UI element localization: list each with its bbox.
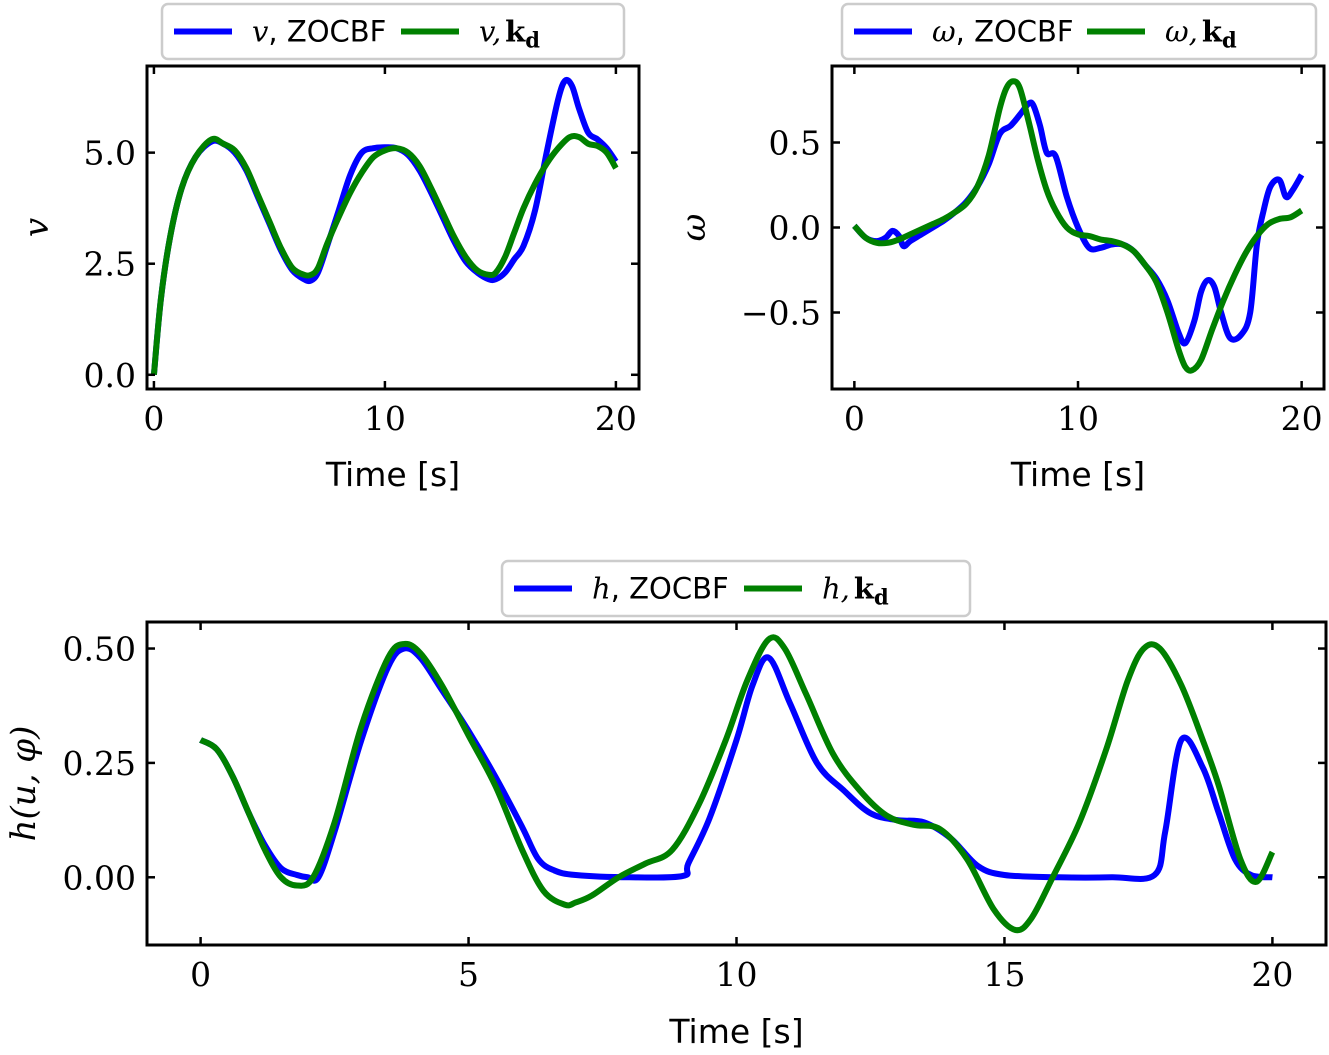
y-axis-label: v	[17, 218, 57, 237]
legend-entry-label: h, kd	[822, 572, 889, 610]
y-tick-label: 0.00	[63, 858, 136, 897]
x-tick-label: 0	[143, 399, 164, 438]
x-tick-label: 10	[1057, 399, 1099, 438]
legend-variable: v,	[479, 15, 501, 49]
y-axis-label: ω	[674, 214, 714, 242]
y-tick-label: 5.0	[84, 134, 136, 173]
legend-variable: h	[592, 572, 611, 606]
x-tick-label: 20	[595, 399, 637, 438]
legend-suffix-subscript: d	[1222, 28, 1237, 53]
legend-suffix: , ZOCBF	[268, 15, 386, 49]
x-tick-label: 10	[364, 399, 406, 438]
series-line-kd	[852, 78, 1304, 374]
x-tick-label: 15	[983, 955, 1025, 994]
series-line-zocbf	[150, 76, 619, 376]
x-axis-label: Time [s]	[325, 455, 460, 494]
x-tick-label: 10	[716, 955, 758, 994]
y-tick-label: 0.5	[769, 124, 821, 163]
x-tick-label: 0	[190, 955, 211, 994]
legend-box	[160, 2, 626, 61]
plot-frame	[145, 620, 1328, 947]
x-tick-label: 5	[458, 955, 479, 994]
legend-entry-label: ω, ZOCBF	[932, 15, 1074, 49]
legend-suffix-k: k	[854, 572, 875, 606]
legend: ω, ZOCBF ω, kd	[840, 2, 1318, 61]
y-tick-label: 2.5	[84, 245, 136, 284]
legend-suffix-subscript: d	[525, 28, 540, 53]
legend-variable: ω,	[1165, 15, 1198, 49]
legend-variable: ω	[932, 15, 956, 49]
legend-box	[840, 2, 1318, 61]
legend-variable: v	[252, 15, 269, 49]
series-line-zocbf	[852, 99, 1305, 347]
series-line-zocbf	[199, 645, 1273, 884]
x-tick-label: 20	[1251, 955, 1293, 994]
legend-entry-label: ω, kd	[1165, 15, 1237, 53]
legend-suffix-subscript: d	[874, 585, 889, 610]
y-tick-label: 0.50	[63, 630, 136, 669]
x-axis-label: Time [s]	[668, 1012, 803, 1051]
legend-suffix: , ZOCBF	[611, 572, 729, 606]
legend: h, ZOCBF h, kd	[500, 559, 972, 618]
legend-entry-label: v, ZOCBF	[252, 15, 386, 49]
series-line-kd	[150, 132, 619, 376]
x-axis-label: Time [s]	[1010, 455, 1145, 494]
legend: v, ZOCBF v, kd	[160, 2, 626, 61]
y-tick-label: −0.5	[741, 294, 821, 333]
x-tick-label: 0	[844, 399, 865, 438]
x-tick-label: 20	[1281, 399, 1323, 438]
y-tick-label: 0.0	[769, 209, 821, 248]
legend-entry-label: v, kd	[479, 15, 540, 53]
y-tick-label: 0.25	[63, 744, 136, 783]
legend-suffix-k: k	[1202, 15, 1223, 49]
legend-entry-label: h, ZOCBF	[592, 572, 729, 606]
plot-frame	[145, 64, 641, 391]
legend-suffix-k: k	[505, 15, 526, 49]
y-tick-label: 0.0	[84, 356, 136, 395]
chart-panel-3: 0 5 10 15 20 0.00 0.25 0.50 Time [s] h(u, φ) h, ZO…	[4, 559, 1328, 1051]
y-axis-label: h(u, φ)	[4, 726, 44, 842]
legend-variable: h,	[822, 572, 850, 606]
series-line-kd	[199, 634, 1276, 934]
legend-suffix: , ZOCBF	[956, 15, 1074, 49]
legend-box	[500, 559, 972, 618]
